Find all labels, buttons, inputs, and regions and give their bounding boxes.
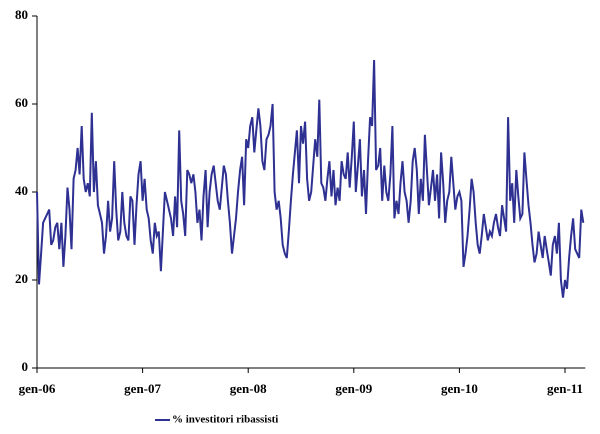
y-tick-label: 60 (15, 95, 28, 110)
y-tick-label: 20 (15, 271, 28, 286)
x-tick-label: gen-07 (124, 381, 161, 396)
x-tick-label: gen-06 (19, 381, 56, 396)
y-tick-label: 0 (22, 359, 29, 374)
x-tick-label: gen-10 (441, 381, 478, 396)
data-line (36, 59, 585, 298)
x-tick-label: gen-08 (230, 381, 267, 396)
x-tick-label: gen-11 (547, 381, 583, 396)
x-tick-label: gen-09 (335, 381, 372, 396)
y-tick-label: 40 (15, 183, 28, 198)
y-tick-label: 80 (15, 7, 28, 22)
legend-label: % investitori ribassisti (172, 414, 278, 426)
